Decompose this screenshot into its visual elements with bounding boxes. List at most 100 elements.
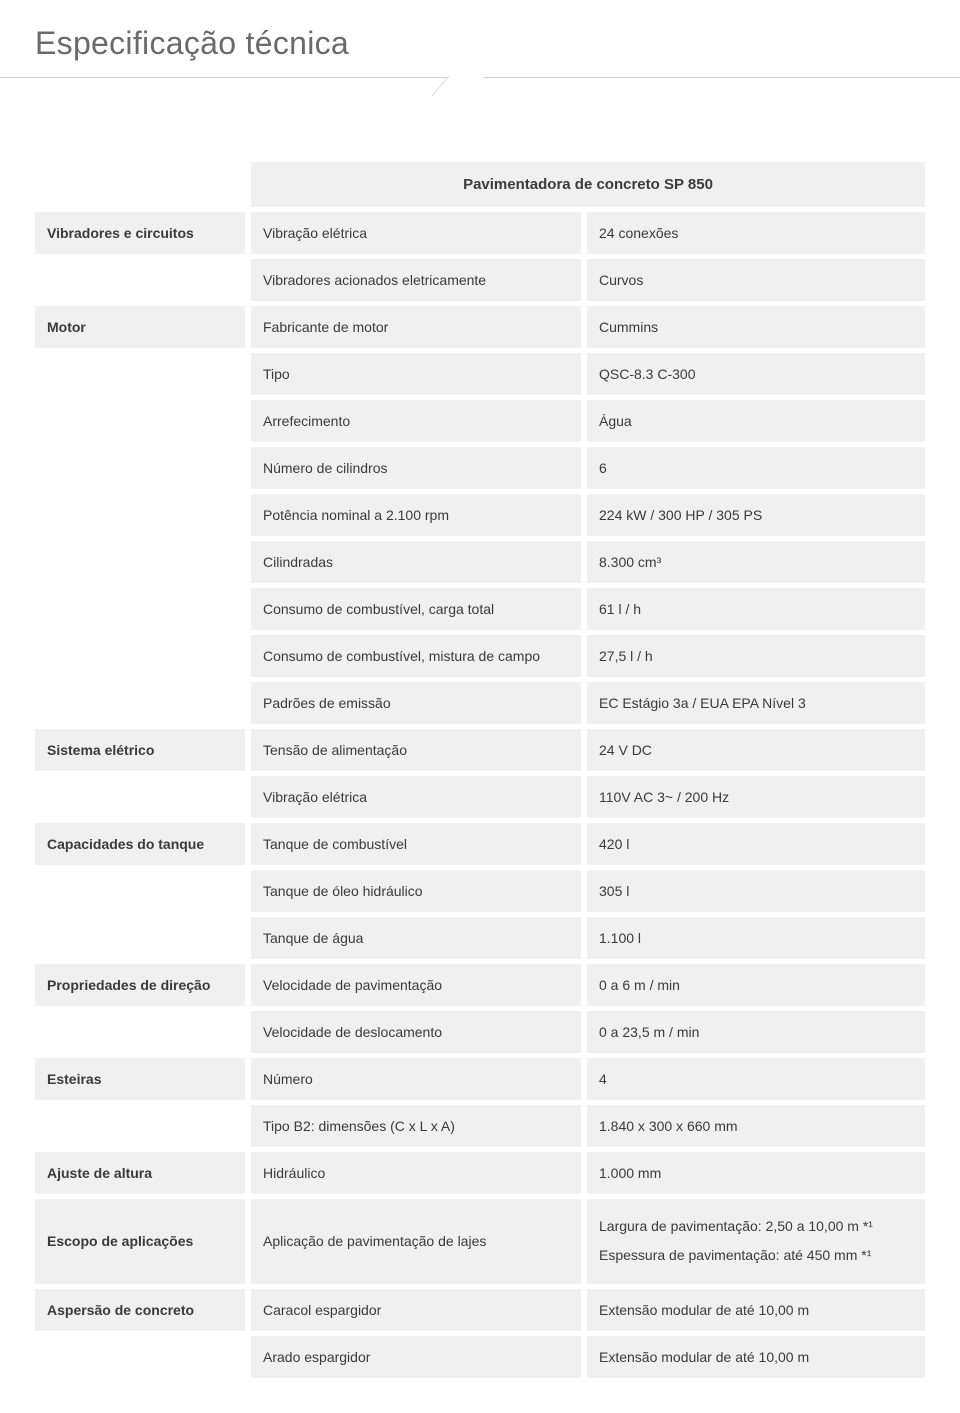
table-row: Potência nominal a 2.100 rpm224 kW / 300…	[35, 494, 925, 536]
category-cell: Capacidades do tanque	[35, 823, 245, 865]
value-cell: 6	[587, 447, 925, 489]
value-cell: 61 l / h	[587, 588, 925, 630]
table-row: Consumo de combustível, mistura de campo…	[35, 635, 925, 677]
table-row: MotorFabricante de motorCummins	[35, 306, 925, 348]
value-cell: 4	[587, 1058, 925, 1100]
label-cell: Tipo	[251, 353, 581, 395]
label-cell: Tipo B2: dimensões (C x L x A)	[251, 1105, 581, 1147]
table-row: TipoQSC-8.3 C-300	[35, 353, 925, 395]
category-cell: Propriedades de direção	[35, 964, 245, 1006]
page-title: Especificação técnica	[0, 0, 960, 77]
value-cell: 27,5 l / h	[587, 635, 925, 677]
value-cell: QSC-8.3 C-300	[587, 353, 925, 395]
table-row: Escopo de aplicaçõesAplicação de pavimen…	[35, 1199, 925, 1284]
label-cell: Consumo de combustível, carga total	[251, 588, 581, 630]
label-cell: Arrefecimento	[251, 400, 581, 442]
value-cell: Curvos	[587, 259, 925, 301]
category-blank	[35, 870, 245, 912]
label-cell: Vibração elétrica	[251, 212, 581, 254]
table-row: Capacidades do tanqueTanque de combustív…	[35, 823, 925, 865]
table-row: Consumo de combustível, carga total61 l …	[35, 588, 925, 630]
label-cell: Cilindradas	[251, 541, 581, 583]
label-cell: Potência nominal a 2.100 rpm	[251, 494, 581, 536]
category-blank	[35, 541, 245, 583]
category-cell: Sistema elétrico	[35, 729, 245, 771]
table-row: ArrefecimentoÁgua	[35, 400, 925, 442]
table-row: Número de cilindros6	[35, 447, 925, 489]
category-blank	[35, 588, 245, 630]
category-cell: Vibradores e circuitos	[35, 212, 245, 254]
category-blank	[35, 1011, 245, 1053]
spec-table-container: Pavimentadora de concreto SP 850Vibrador…	[0, 157, 960, 1413]
label-cell: Hidráulico	[251, 1152, 581, 1194]
table-row: Vibradores acionados eletricamenteCurvos	[35, 259, 925, 301]
category-cell: Escopo de aplicações	[35, 1199, 245, 1284]
label-cell: Velocidade de pavimentação	[251, 964, 581, 1006]
table-row: Tanque de água1.100 l	[35, 917, 925, 959]
label-cell: Caracol espargidor	[251, 1289, 581, 1331]
table-row: Sistema elétricoTensão de alimentação24 …	[35, 729, 925, 771]
label-cell: Vibração elétrica	[251, 776, 581, 818]
table-row: Propriedades de direçãoVelocidade de pav…	[35, 964, 925, 1006]
category-blank	[35, 400, 245, 442]
label-cell: Velocidade de deslocamento	[251, 1011, 581, 1053]
category-blank	[35, 353, 245, 395]
value-cell: Cummins	[587, 306, 925, 348]
label-cell: Número de cilindros	[251, 447, 581, 489]
label-cell: Padrões de emissão	[251, 682, 581, 724]
value-cell: Extensão modular de até 10,00 m	[587, 1289, 925, 1331]
value-cell: Água	[587, 400, 925, 442]
label-cell: Tanque de óleo hidráulico	[251, 870, 581, 912]
table-row: Arado espargidorExtensão modular de até …	[35, 1336, 925, 1378]
value-cell: 1.000 mm	[587, 1152, 925, 1194]
category-blank	[35, 776, 245, 818]
header-divider	[0, 77, 960, 107]
table-row: Velocidade de deslocamento0 a 23,5 m / m…	[35, 1011, 925, 1053]
value-cell: 0 a 6 m / min	[587, 964, 925, 1006]
table-row: Cilindradas8.300 cm³	[35, 541, 925, 583]
value-cell: 110V AC 3~ / 200 Hz	[587, 776, 925, 818]
label-cell: Tanque de combustível	[251, 823, 581, 865]
category-blank	[35, 682, 245, 724]
value-cell: Extensão modular de até 10,00 m	[587, 1336, 925, 1378]
table-row: Vibração elétrica110V AC 3~ / 200 Hz	[35, 776, 925, 818]
category-blank	[35, 494, 245, 536]
category-blank	[35, 917, 245, 959]
category-cell: Aspersão de concreto	[35, 1289, 245, 1331]
value-cell: 0 a 23,5 m / min	[587, 1011, 925, 1053]
table-row: Padrões de emissãoEC Estágio 3a / EUA EP…	[35, 682, 925, 724]
category-cell: Motor	[35, 306, 245, 348]
table-row: Tipo B2: dimensões (C x L x A)1.840 x 30…	[35, 1105, 925, 1147]
table-row: Ajuste de alturaHidráulico1.000 mm	[35, 1152, 925, 1194]
value-cell: 224 kW / 300 HP / 305 PS	[587, 494, 925, 536]
value-cell: EC Estágio 3a / EUA EPA Nível 3	[587, 682, 925, 724]
category-cell: Esteiras	[35, 1058, 245, 1100]
label-cell: Tanque de água	[251, 917, 581, 959]
label-cell: Fabricante de motor	[251, 306, 581, 348]
value-cell: 1.840 x 300 x 660 mm	[587, 1105, 925, 1147]
value-cell: 24 V DC	[587, 729, 925, 771]
value-cell: Largura de pavimentação: 2,50 a 10,00 m …	[587, 1199, 925, 1284]
value-cell: 420 l	[587, 823, 925, 865]
table-header-blank	[35, 162, 245, 207]
value-cell: 305 l	[587, 870, 925, 912]
value-cell: 1.100 l	[587, 917, 925, 959]
label-cell: Vibradores acionados eletricamente	[251, 259, 581, 301]
category-blank	[35, 447, 245, 489]
category-blank	[35, 1105, 245, 1147]
table-header-title: Pavimentadora de concreto SP 850	[251, 162, 925, 207]
value-cell: 24 conexões	[587, 212, 925, 254]
category-cell: Ajuste de altura	[35, 1152, 245, 1194]
spec-table: Pavimentadora de concreto SP 850Vibrador…	[35, 157, 925, 1383]
value-cell: 8.300 cm³	[587, 541, 925, 583]
table-row: Tanque de óleo hidráulico305 l	[35, 870, 925, 912]
table-row: Vibradores e circuitosVibração elétrica2…	[35, 212, 925, 254]
label-cell: Tensão de alimentação	[251, 729, 581, 771]
table-header-row: Pavimentadora de concreto SP 850	[35, 162, 925, 207]
category-blank	[35, 635, 245, 677]
label-cell: Consumo de combustível, mistura de campo	[251, 635, 581, 677]
label-cell: Número	[251, 1058, 581, 1100]
category-blank	[35, 259, 245, 301]
category-blank	[35, 1336, 245, 1378]
label-cell: Arado espargidor	[251, 1336, 581, 1378]
